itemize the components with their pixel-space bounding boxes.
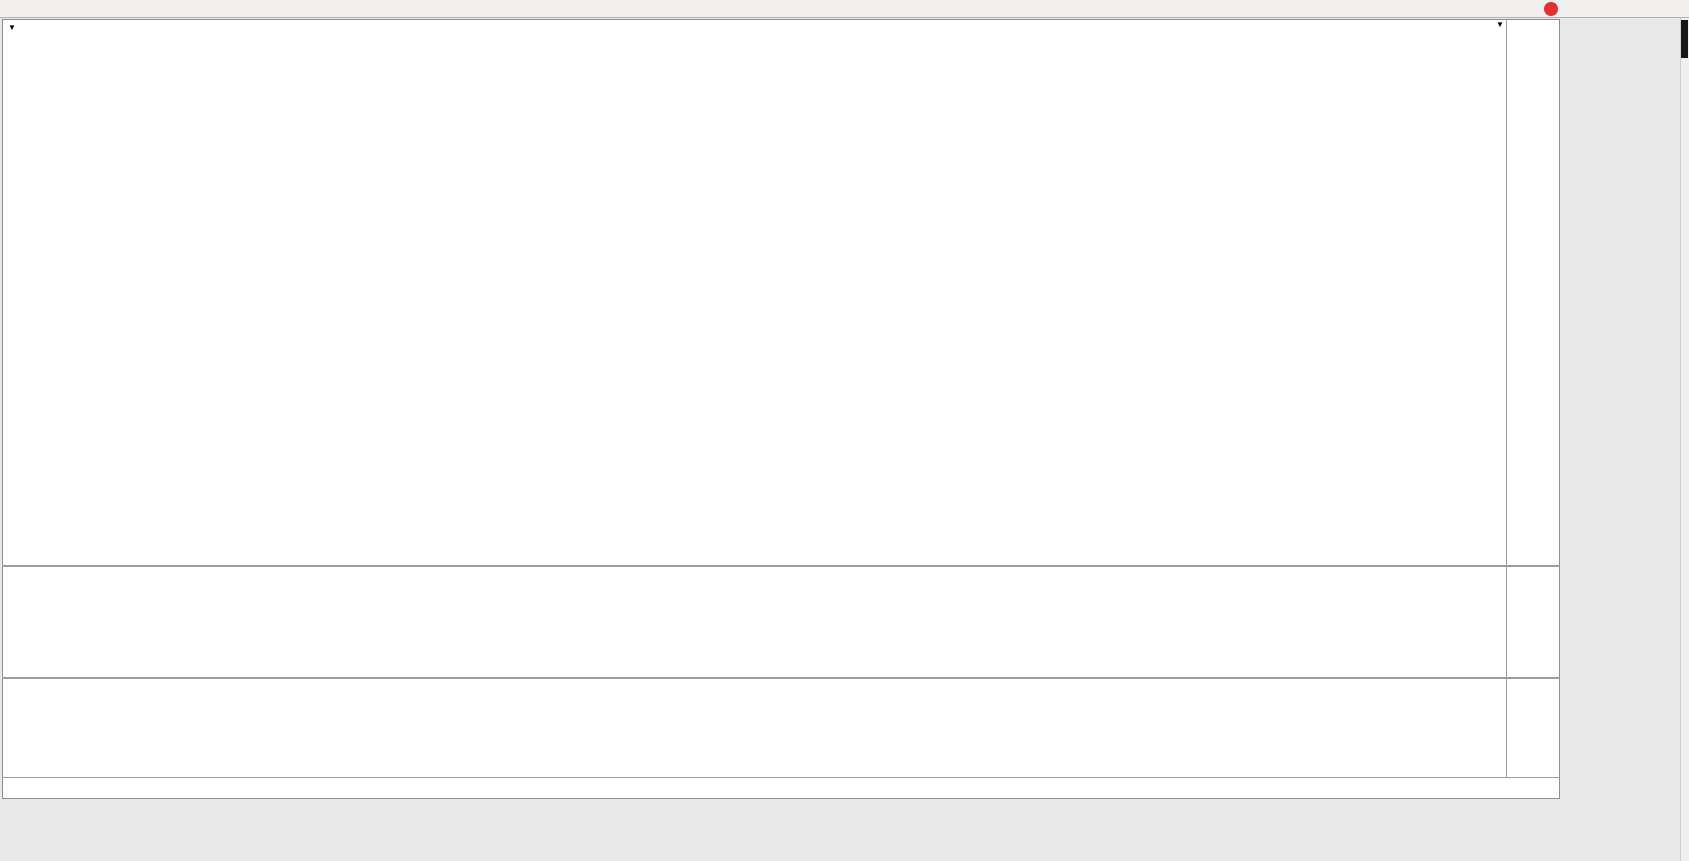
pane-separator[interactable] [2,677,1560,679]
chart-shift-marker-icon: ▼ [1496,20,1504,29]
chart-title: ▼ [8,23,52,32]
workspace-background-bottom [0,800,1689,861]
toolbar [0,0,1689,18]
scrollbar-thumb[interactable] [1681,20,1688,58]
chart-collapse-icon[interactable]: ▼ [8,23,16,32]
chart-window [2,19,1560,799]
workspace-background [1561,18,1689,861]
time-axis-separator [2,777,1560,778]
pane-separator[interactable] [2,565,1560,567]
notification-badge[interactable] [1544,2,1558,16]
price-scale-separator [1506,20,1507,777]
scrollbar-track[interactable] [1680,18,1689,861]
